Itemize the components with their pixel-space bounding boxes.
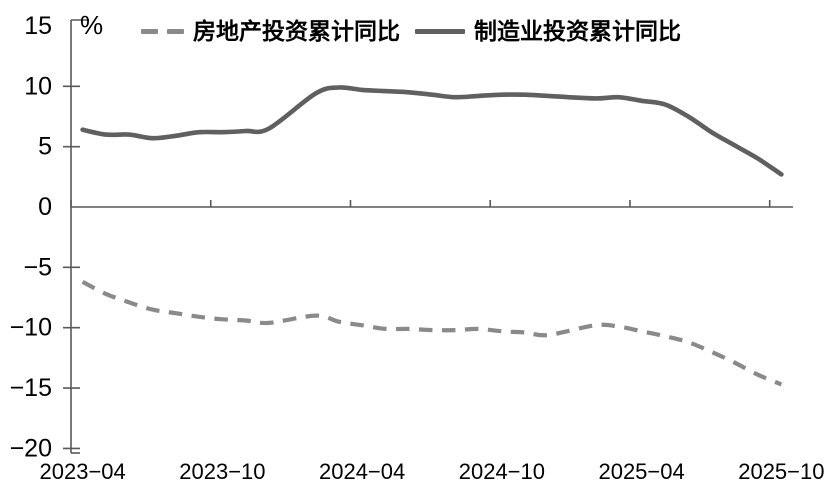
series-line-dashed (81, 279, 783, 387)
axes-layer (63, 19, 793, 454)
y-tick-label: −20 (10, 434, 52, 462)
legend-label-manufacturing: 制造业投资累计同比 (474, 18, 681, 44)
y-axis-unit-label: % (80, 10, 103, 40)
legend-solid-segment (415, 28, 465, 34)
dashed-line-legend-marker (141, 28, 184, 34)
series-layer (80, 85, 784, 387)
y-tick-label: 5 (38, 133, 52, 161)
legend-item-real-estate: 房地产投资累计同比 (141, 16, 400, 46)
x-tick-label: 2023−10 (179, 459, 265, 484)
legend-label-real-estate: 房地产投资累计同比 (193, 18, 400, 44)
y-tick-label: −10 (10, 314, 52, 342)
y-tick-label: 10 (24, 72, 52, 100)
x-tick-label: 2024−04 (319, 459, 405, 484)
y-tick-label: 15 (24, 12, 52, 40)
x-tick-label: 2025−04 (598, 459, 684, 484)
x-tick-label: 2023−04 (40, 459, 126, 484)
legend-dash-segment (167, 28, 184, 34)
legend-dash-segment (141, 28, 158, 34)
series-line-solid (80, 85, 784, 177)
x-tick-label: 2025−10 (738, 459, 824, 484)
y-tick-label: −5 (23, 253, 52, 281)
x-tick-label: 2024−10 (459, 459, 545, 484)
y-tick-label: −15 (10, 374, 52, 402)
legend-item-manufacturing: 制造业投资累计同比 (415, 16, 681, 46)
y-tick-label: 0 (38, 193, 52, 221)
solid-line-legend-marker (415, 28, 465, 34)
